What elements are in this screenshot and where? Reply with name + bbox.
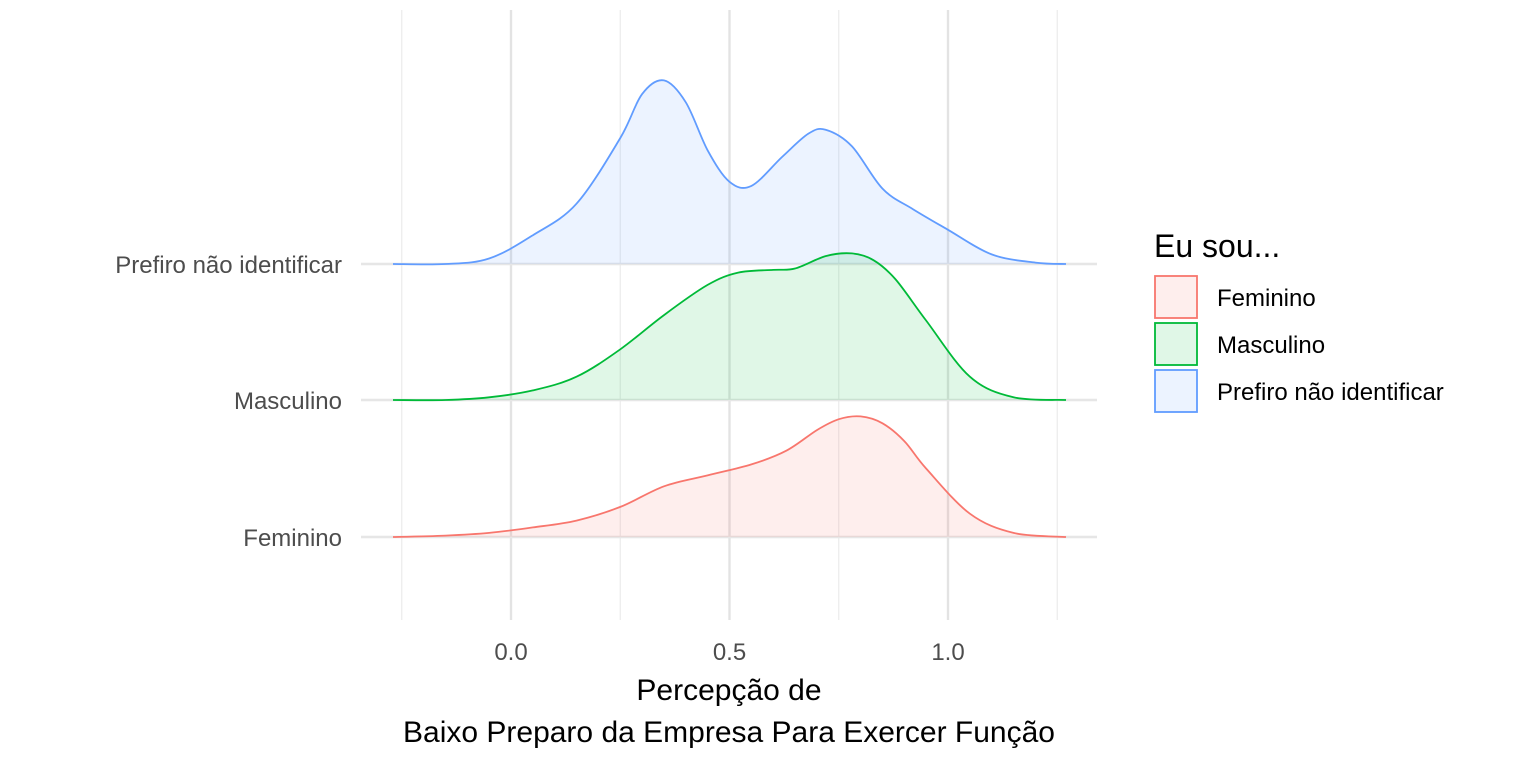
x-tick-label: 0.5: [713, 639, 746, 666]
ridge-line-masculino: [392, 252, 1067, 402]
legend-key: [1154, 275, 1198, 319]
x-tick-labels: 0.0 0.5 1.0: [494, 639, 964, 666]
ridge-line-feminino: [392, 415, 1067, 538]
x-tick-label: 1.0: [931, 639, 964, 666]
legend-label: Masculino: [1217, 332, 1325, 359]
y-tick-label: Feminino: [243, 525, 342, 552]
ridge-fill-feminino: [393, 416, 1066, 537]
grid-lines: [401, 10, 1058, 620]
legend: Eu sou... Feminino Masculino Prefiro não i…: [1154, 228, 1444, 413]
ridge-fill-masculino: [393, 253, 1066, 401]
x-tick-label: 0.0: [494, 639, 527, 666]
legend-key: [1154, 322, 1198, 366]
x-axis-title-line1: Percepção de: [636, 674, 821, 707]
ridge-baselines: [361, 262, 1097, 539]
x-axis-title-line2: Baixo Preparo da Empresa Para Exercer Fu…: [403, 716, 1055, 749]
y-tick-label: Masculino: [234, 388, 342, 415]
legend-key: [1154, 369, 1198, 413]
y-tick-label: Prefiro não identificar: [115, 252, 342, 279]
legend-label: Feminino: [1217, 285, 1316, 312]
density-ridges: [392, 79, 1067, 538]
ridge-line-prefiro-n-o-identificar: [392, 79, 1067, 266]
legend-label: Prefiro não identificar: [1217, 379, 1444, 406]
y-tick-labels: Feminino Masculino Prefiro não identificar: [115, 252, 342, 552]
legend-title: Eu sou...: [1154, 228, 1280, 264]
